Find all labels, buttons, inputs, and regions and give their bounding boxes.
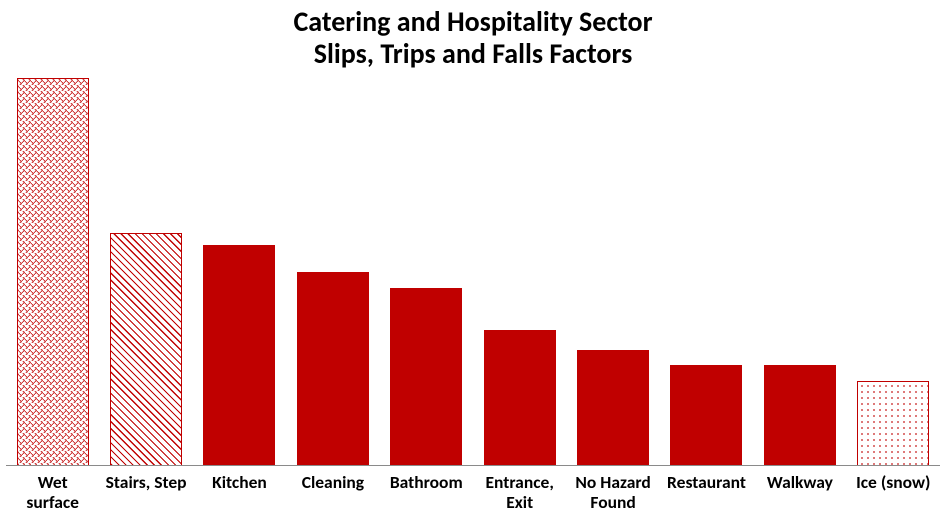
- bar-slot: [286, 78, 379, 466]
- bar-slot: [473, 78, 566, 466]
- x-axis-label: Ice (snow): [847, 472, 940, 492]
- bars-group: [0, 78, 946, 466]
- bar-slot: [753, 78, 846, 466]
- x-axis-label: Restaurant: [660, 472, 753, 492]
- bar: [17, 78, 89, 466]
- bar: [110, 233, 182, 466]
- bar: [297, 272, 369, 466]
- bar: [577, 350, 649, 466]
- bar: [390, 288, 462, 466]
- x-axis-label: Bathroom: [380, 472, 473, 492]
- x-axis-line: [6, 465, 940, 466]
- chart-title-line2: Slips, Trips and Falls Factors: [314, 36, 633, 71]
- bar-slot: [380, 78, 473, 466]
- chart-title: Catering and Hospitality Sector Slips, T…: [0, 6, 946, 70]
- bar: [764, 365, 836, 466]
- bar: [484, 330, 556, 466]
- chart-title-line1: Catering and Hospitality Sector: [293, 4, 652, 39]
- bar-slot: [99, 78, 192, 466]
- x-axis-label: Kitchen: [193, 472, 286, 492]
- x-axis-label: Stairs, Step: [99, 472, 192, 492]
- bar: [203, 245, 275, 466]
- x-axis-label: No Hazard Found: [566, 472, 659, 512]
- bar: [670, 365, 742, 466]
- x-axis-label: Cleaning: [286, 472, 379, 492]
- bar-slot: [6, 78, 99, 466]
- bar: [857, 381, 929, 466]
- x-axis-label: Entrance, Exit: [473, 472, 566, 512]
- bar-slot: [566, 78, 659, 466]
- bar-chart: Catering and Hospitality Sector Slips, T…: [0, 0, 946, 528]
- x-axis-label: Wet surface: [6, 472, 99, 512]
- bar-slot: [847, 78, 940, 466]
- x-axis-label: Walkway: [753, 472, 846, 492]
- plot-area: [0, 78, 946, 466]
- bar-slot: [660, 78, 753, 466]
- bar-slot: [193, 78, 286, 466]
